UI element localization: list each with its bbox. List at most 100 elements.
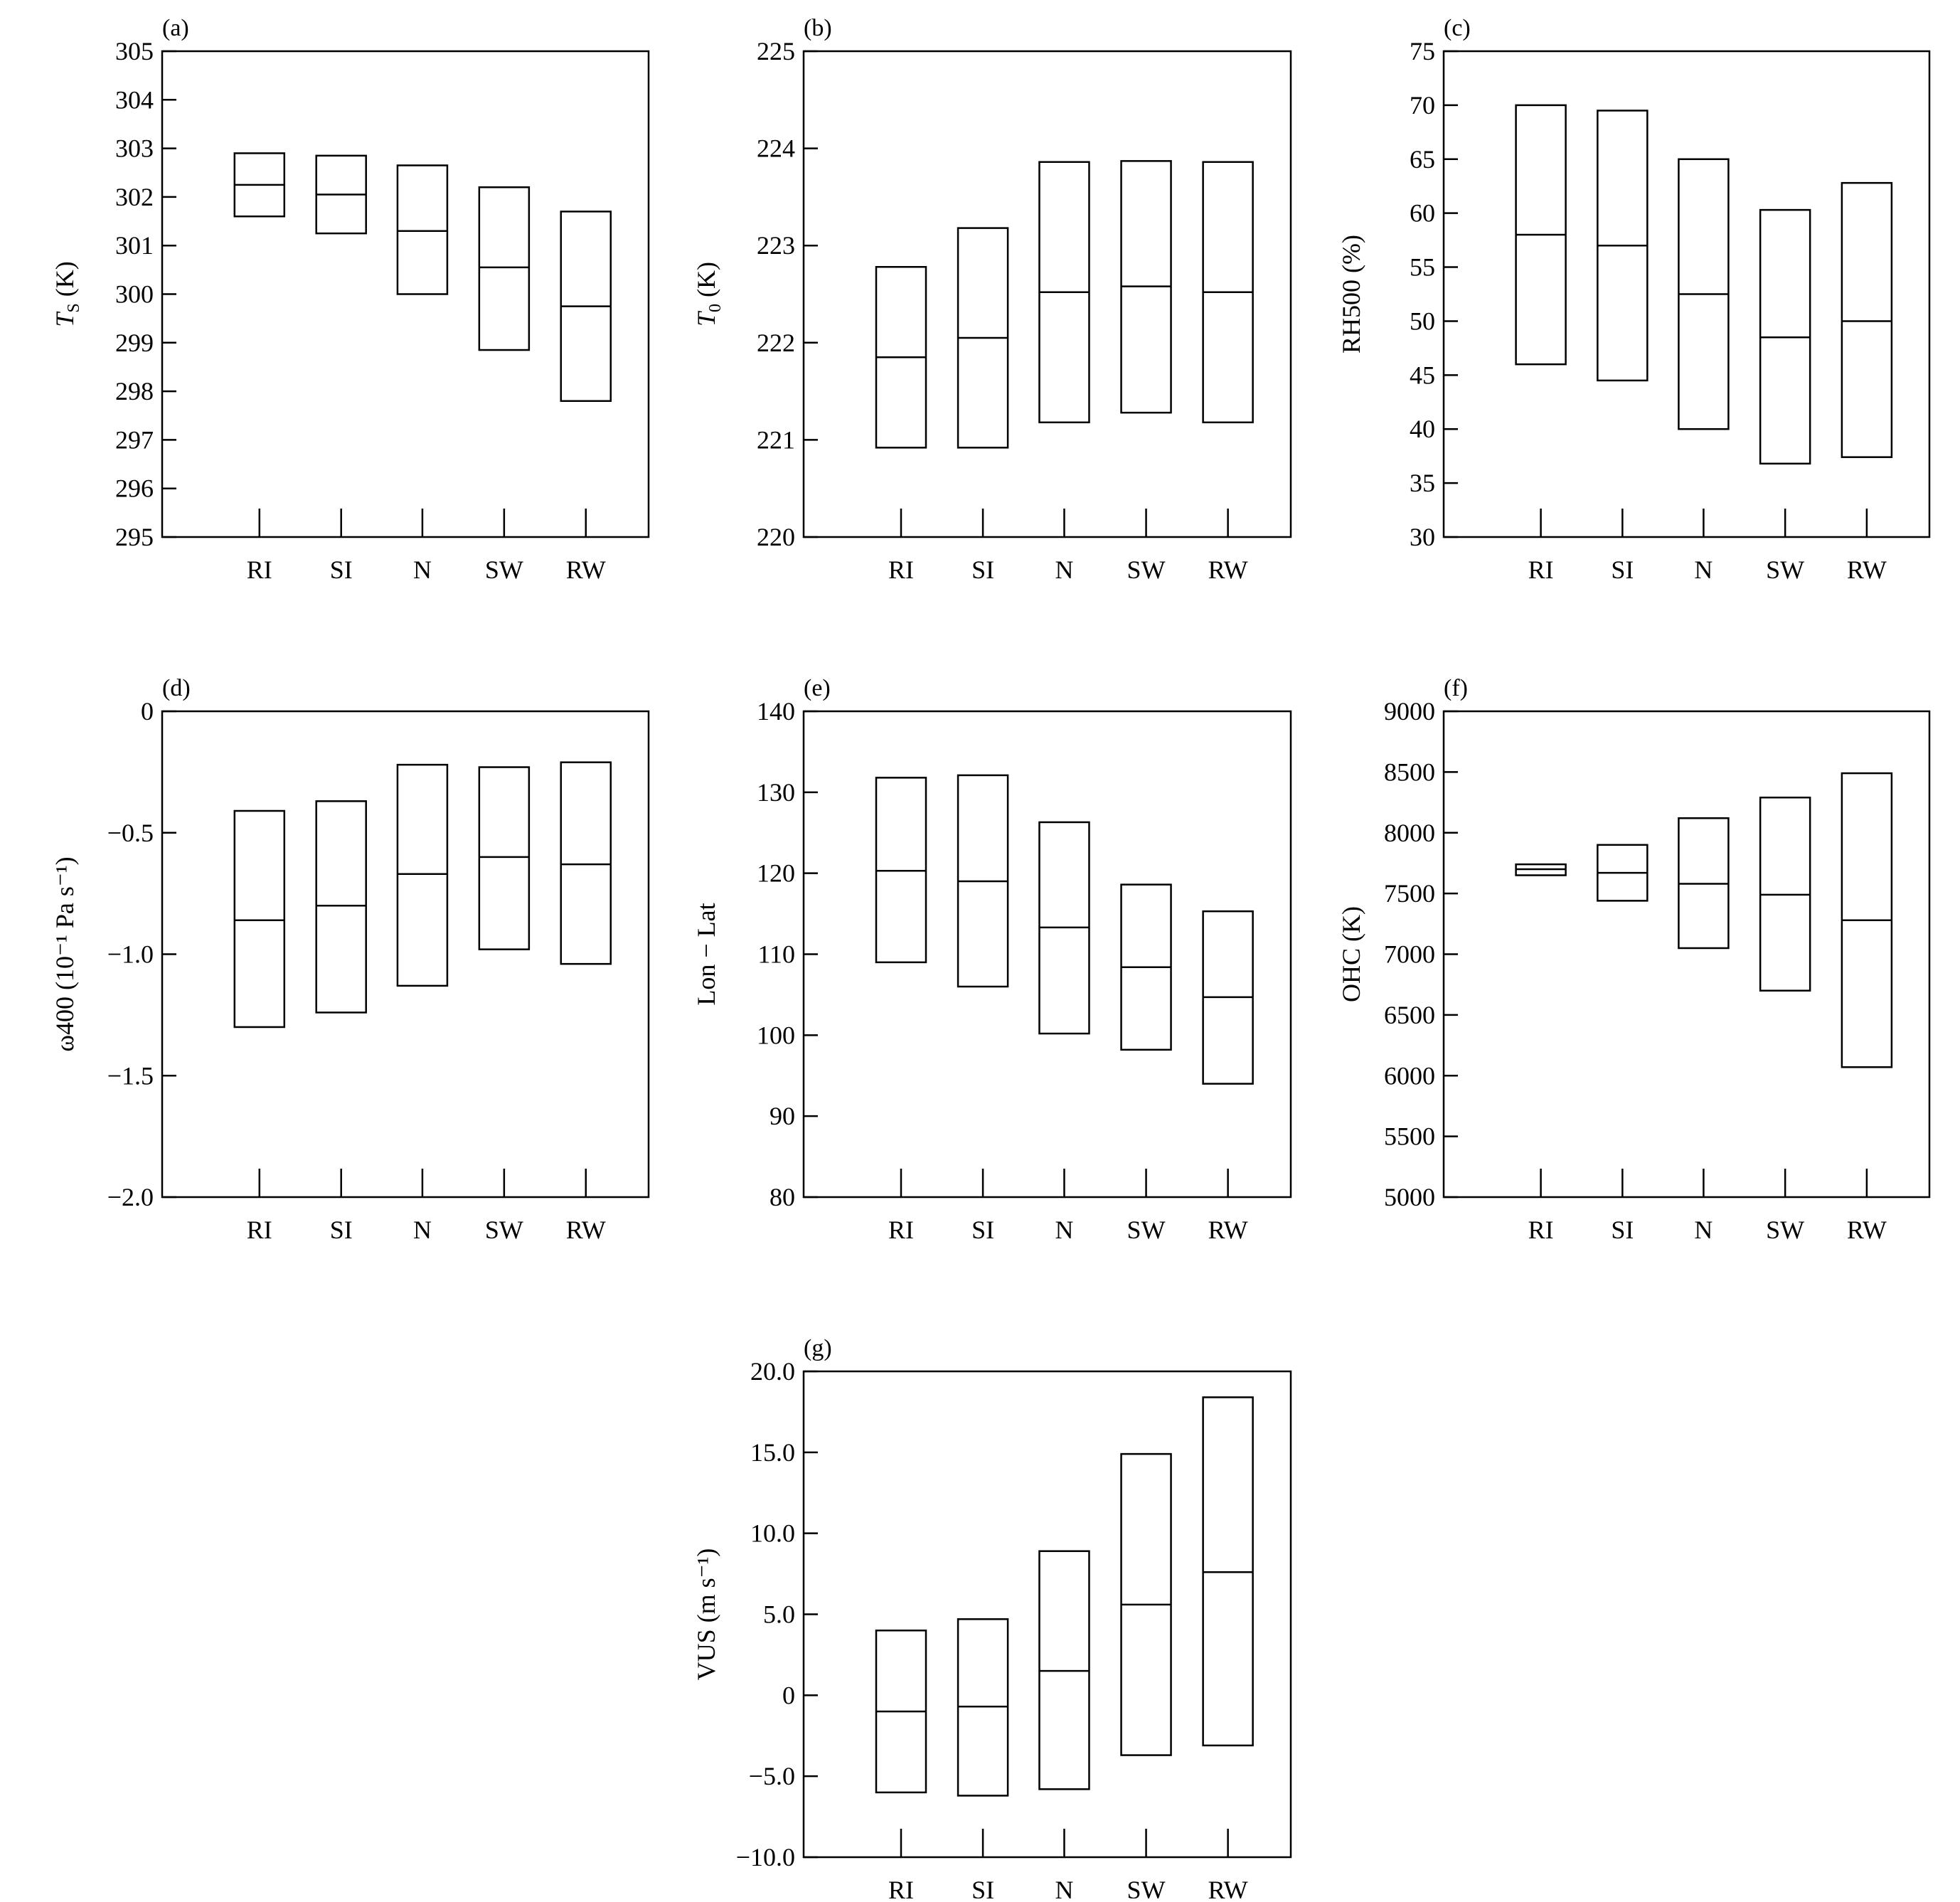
plot-frame [1442, 50, 1931, 538]
y-tick-label: 110 [757, 940, 795, 969]
x-tick-label-si: SI [330, 556, 353, 584]
y-tick-label: 296 [115, 474, 154, 503]
y-tick-label: 8000 [1384, 819, 1435, 847]
x-tick-label-rw: RW [1208, 1876, 1248, 1898]
panel-c: (c) 30 35 40 45 50 55 60 65 70 75 RH500 (%) RI SI N SW R… [1337, 15, 1931, 584]
y-tick-label: 5.0 [763, 1600, 795, 1629]
y-tick-label: 225 [757, 37, 795, 65]
y-axis-title: Lon − Lat [692, 903, 720, 1005]
x-tick-label-ri: RI [247, 556, 272, 584]
x-tick-label-rw: RW [566, 556, 606, 584]
x-tick-label-rw: RW [566, 1216, 606, 1244]
panel-label: (b) [804, 15, 832, 41]
x-tick-label-si: SI [1611, 556, 1634, 584]
y-tick-label: 8500 [1384, 758, 1435, 786]
panel-label: (c) [1444, 15, 1471, 41]
y-tick-label: 297 [115, 425, 154, 454]
y-tick-label: 30 [1410, 523, 1435, 551]
y-tick-label: 45 [1410, 361, 1435, 389]
y-tick-label: 305 [115, 37, 154, 65]
x-tick-label-ri: RI [1528, 556, 1554, 584]
x-tick-label-rw: RW [1847, 556, 1887, 584]
x-tick-label-sw: SW [1127, 1876, 1166, 1898]
x-tick-label-si: SI [330, 1216, 353, 1244]
y-tick-label: 40 [1410, 415, 1435, 443]
box-n [396, 164, 449, 295]
box-rw [560, 761, 612, 965]
x-tick-label-n: N [1055, 556, 1073, 584]
panel-g: (g) −10.0 −5.0 0 5.0 10.0 15.0 20.0 VUS (m s⁻¹) R… [692, 1335, 1292, 1902]
x-tick-label-si: SI [971, 1216, 994, 1244]
plot-frame [1442, 710, 1931, 1199]
panel-label: (a) [162, 15, 189, 41]
y-axis-title: OHC (K) [1337, 906, 1365, 1002]
x-tick-label-sw: SW [1127, 1216, 1166, 1244]
y-axis-title: ω400 (10⁻¹ Pa s⁻¹) [50, 856, 79, 1051]
y-tick-label: −0.5 [107, 819, 154, 847]
y-axis-title: T0 (K) [692, 262, 725, 326]
y-tick-label: 221 [757, 425, 795, 454]
y-tick-label: −10.0 [736, 1843, 795, 1871]
x-tick-label-n: N [413, 556, 432, 584]
y-tick-label: 80 [769, 1183, 795, 1211]
y-tick-label: 100 [757, 1021, 795, 1049]
panel-a: (a) 295 296 297 298 299 300 301 302 303 304 305 TS (… [50, 15, 650, 584]
x-tick-label-ri: RI [247, 1216, 272, 1244]
x-tick-label-ri: RI [888, 1876, 914, 1898]
x-tick-label-si: SI [1611, 1216, 1634, 1244]
panel-label: (e) [804, 675, 831, 701]
x-tick-label-si: SI [971, 1876, 994, 1898]
y-tick-label: 10.0 [750, 1519, 795, 1548]
y-tick-label: −2.0 [107, 1183, 154, 1211]
x-tick-label-n: N [1055, 1876, 1073, 1898]
y-tick-label: 298 [115, 377, 154, 405]
x-tick-label-sw: SW [1127, 556, 1166, 584]
y-tick-label: 299 [115, 329, 154, 357]
x-tick-label-ri: RI [888, 1216, 914, 1244]
x-tick-label-ri: RI [1528, 1216, 1554, 1244]
y-tick-label: 9000 [1384, 697, 1435, 726]
y-tick-label: 5000 [1384, 1183, 1435, 1211]
y-axis-title: TS (K) [50, 261, 83, 326]
y-tick-label: 120 [757, 859, 795, 888]
y-tick-label: 7500 [1384, 879, 1435, 908]
y-tick-label: 140 [757, 697, 795, 726]
y-tick-label: 7000 [1384, 940, 1435, 969]
x-tick-label-rw: RW [1847, 1216, 1887, 1244]
box-sw [478, 766, 531, 950]
y-tick-label: 300 [115, 280, 154, 309]
box-rw [1841, 181, 1893, 458]
x-tick-label-rw: RW [1208, 556, 1248, 584]
y-tick-label: 75 [1410, 37, 1435, 65]
box-n [396, 763, 449, 987]
x-tick-label-n: N [1055, 1216, 1073, 1244]
x-tick-label-si: SI [971, 556, 994, 584]
y-tick-label: 55 [1410, 253, 1435, 282]
box-sw [478, 186, 531, 351]
x-tick-label-rw: RW [1208, 1216, 1248, 1244]
y-tick-label: 90 [769, 1102, 795, 1130]
y-tick-label: 304 [115, 85, 154, 114]
y-tick-label: 302 [115, 183, 154, 211]
y-tick-label: 5500 [1384, 1122, 1435, 1151]
y-tick-label: 65 [1410, 145, 1435, 174]
panel-d: (d) −2.0 −1.5 −1.0 −0.5 0 ω400 (10⁻¹ Pa s⁻¹) RI… [50, 675, 650, 1244]
panel-label: (f) [1444, 675, 1468, 701]
y-tick-label: 222 [757, 329, 795, 357]
panel-label: (d) [162, 675, 191, 701]
y-tick-label: 0 [141, 697, 154, 726]
panel-e: (e) 80 90 100 110 120 130 140 Lon − Lat RI SI N SW RW [692, 675, 1292, 1244]
y-tick-label: 70 [1410, 91, 1435, 119]
x-tick-label-ri: RI [888, 556, 914, 584]
y-tick-label: 6500 [1384, 1001, 1435, 1029]
y-tick-label: 6000 [1384, 1061, 1435, 1090]
y-tick-label: 15.0 [750, 1438, 795, 1467]
y-tick-label: 224 [757, 134, 795, 163]
y-tick-label: 50 [1410, 307, 1435, 335]
x-tick-label-n: N [1694, 556, 1713, 584]
x-tick-label-sw: SW [485, 1216, 523, 1244]
x-tick-label-n: N [1694, 1216, 1713, 1244]
y-tick-label: −1.5 [107, 1061, 154, 1090]
